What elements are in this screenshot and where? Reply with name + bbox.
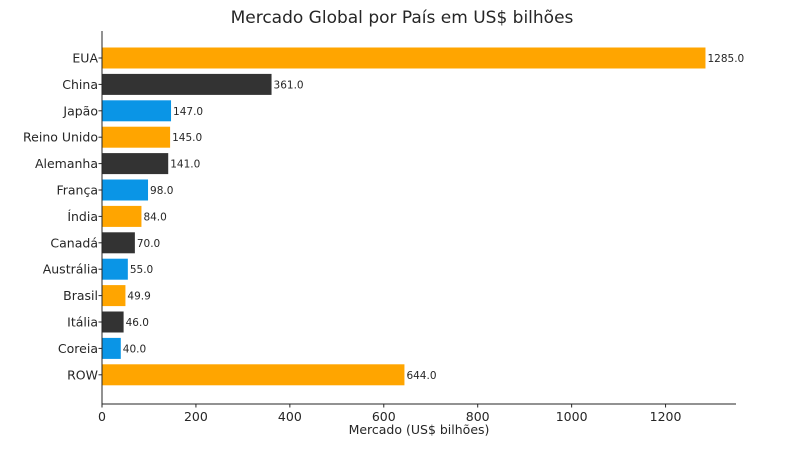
bars-layer <box>102 47 706 386</box>
value-label: 49.9 <box>127 291 150 303</box>
bar-eua <box>102 47 706 69</box>
x-tick-label: 400 <box>278 409 302 424</box>
bar-brasil <box>102 285 126 307</box>
value-label: 98.0 <box>150 185 173 197</box>
bar-reino-unido <box>102 126 171 148</box>
x-tick-label: 1000 <box>556 409 588 424</box>
bar-frança <box>102 179 149 201</box>
bar-itália <box>102 311 124 333</box>
value-label: 644.0 <box>406 370 436 382</box>
value-label: 46.0 <box>126 317 149 329</box>
bar-índia <box>102 205 142 227</box>
bar-row <box>102 364 405 386</box>
value-label: 1285.0 <box>707 53 744 65</box>
bar-coreia <box>102 337 121 359</box>
category-label: EUA <box>72 51 98 66</box>
category-label: Canadá <box>50 235 98 250</box>
value-label: 147.0 <box>173 106 203 118</box>
value-label: 361.0 <box>274 79 304 91</box>
value-label: 40.0 <box>123 343 146 355</box>
value-label: 70.0 <box>137 238 160 250</box>
x-axis-label: Mercado (US$ bilhões) <box>349 422 490 437</box>
x-axis-ticks: 0 200 400 600 800 1000 1200 <box>98 404 682 424</box>
category-label: Índia <box>67 209 98 224</box>
value-labels-layer: 1285.0 361.0 147.0 145.0 141.0 98.0 84.0 70.0 55… <box>123 53 744 382</box>
value-label: 141.0 <box>170 159 200 171</box>
value-label: 84.0 <box>143 211 166 223</box>
category-label: ROW <box>67 367 98 382</box>
value-label: 55.0 <box>130 264 153 276</box>
x-tick-label: 0 <box>98 409 106 424</box>
category-label: Alemanha <box>35 156 98 171</box>
category-label: Coreia <box>58 341 98 356</box>
x-tick-label: 800 <box>466 409 490 424</box>
category-label: Itália <box>67 315 98 330</box>
category-label: Reino Unido <box>23 130 98 145</box>
x-tick-label: 200 <box>184 409 208 424</box>
bar-china <box>102 73 272 95</box>
bar-canadá <box>102 232 135 254</box>
bar-alemanha <box>102 153 169 175</box>
category-label: Austrália <box>43 262 98 277</box>
category-label: Japão <box>62 103 98 118</box>
category-labels-layer: EUA China Japão Reino Unido Alemanha França Ín… <box>23 51 102 382</box>
bar-japão <box>102 100 172 122</box>
chart-title: Mercado Global por País em US$ bilhões <box>231 8 574 28</box>
bar-austrália <box>102 258 128 280</box>
x-tick-label: 600 <box>372 409 396 424</box>
category-label: França <box>56 183 98 198</box>
category-label: China <box>62 77 98 92</box>
value-label: 145.0 <box>172 132 202 144</box>
category-label: Brasil <box>63 288 98 303</box>
x-tick-label: 1200 <box>650 409 682 424</box>
